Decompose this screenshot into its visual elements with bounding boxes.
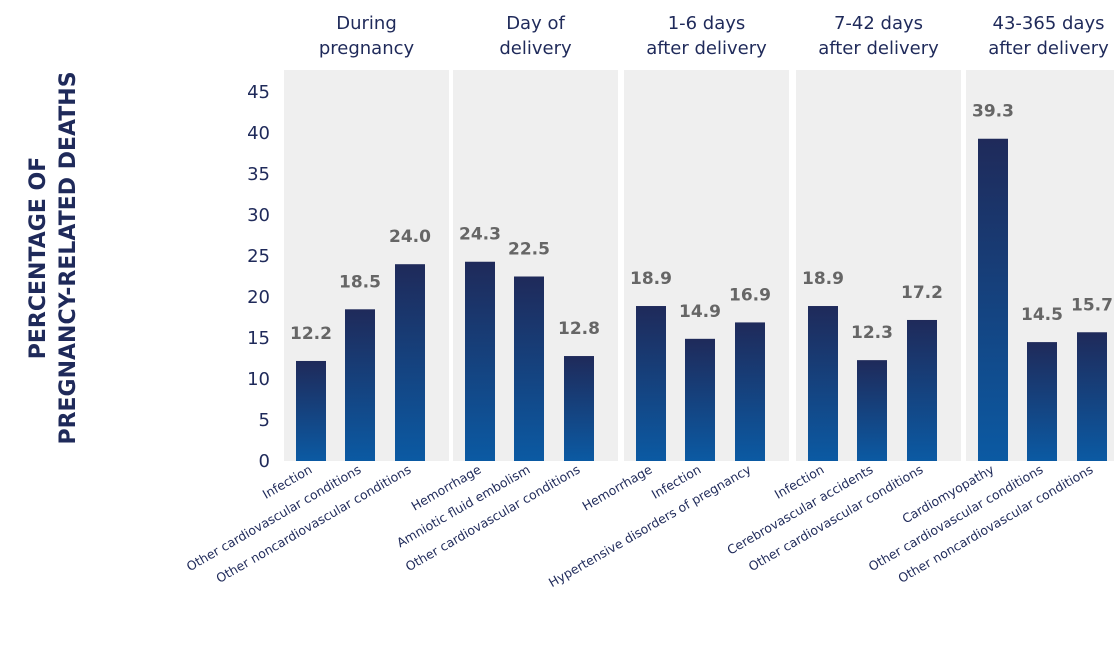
y-tick-label: 20 — [247, 287, 270, 308]
y-tick-label: 40 — [247, 123, 270, 144]
bar — [808, 306, 838, 461]
group-title: Day of — [506, 13, 565, 34]
bar — [465, 261, 495, 461]
bar-value-label: 14.5 — [1021, 305, 1063, 325]
bar — [1027, 342, 1057, 461]
y-tick-label: 0 — [259, 451, 270, 472]
bar-value-label: 22.5 — [508, 240, 550, 260]
y-tick-label: 35 — [247, 164, 270, 185]
bar — [514, 276, 544, 461]
bar — [857, 360, 887, 461]
x-tick-label: Hemorrhage — [579, 461, 654, 513]
bar-value-label: 24.3 — [459, 225, 501, 245]
bar — [636, 306, 666, 461]
y-axis: 0 5 10 15 20 25 30 35 40 45 — [247, 82, 270, 472]
bar-value-label: 15.7 — [1071, 295, 1113, 315]
y-tick-label: 25 — [247, 246, 270, 267]
bar — [1077, 332, 1107, 461]
y-tick-label: 5 — [259, 410, 270, 431]
bar-value-label: 18.5 — [339, 272, 381, 292]
bar — [564, 356, 594, 461]
group-title: 43-365 days — [993, 13, 1105, 34]
bar-value-label: 18.9 — [630, 269, 672, 289]
y-axis-label: PERCENTAGE OF PREGNANCY-RELATED DEATHS — [26, 71, 81, 444]
y-axis-title: PERCENTAGE OF PREGNANCY-RELATED DEATHS — [26, 71, 81, 444]
group-title: During — [336, 13, 397, 34]
y-tick-label: 10 — [247, 369, 270, 390]
x-tick-label: Other noncardiovascular conditions — [895, 462, 1095, 586]
bar-value-label: 14.9 — [679, 302, 721, 322]
group-title: pregnancy — [319, 38, 415, 59]
group-title: after delivery — [646, 38, 767, 59]
bars — [296, 138, 1107, 462]
bar — [345, 309, 375, 461]
group-title: after delivery — [988, 38, 1109, 59]
x-tick-label: Other noncardiovascular conditions — [213, 462, 413, 586]
bar — [907, 319, 937, 461]
bar — [978, 138, 1008, 462]
bar-value-label: 12.3 — [851, 323, 893, 343]
value-labels: 12.2 18.5 24.0 24.3 22.5 12.8 18.9 14.9 16.9 18.9… — [290, 102, 1113, 344]
y-tick-label: 15 — [247, 328, 270, 349]
bar — [685, 338, 715, 461]
bar-value-label: 12.2 — [290, 324, 332, 344]
y-tick-label: 30 — [247, 205, 270, 226]
group-title: 1-6 days — [668, 13, 746, 34]
group-title: delivery — [499, 38, 572, 59]
bar — [296, 360, 326, 461]
group-title: 7-42 days — [834, 13, 923, 34]
x-tick-label: Hypertensive disorders of pregnancy — [546, 461, 754, 590]
y-tick-label: 45 — [247, 82, 270, 103]
bar — [395, 264, 425, 461]
y-axis-title-line: PERCENTAGE OF — [26, 157, 51, 359]
bar — [735, 322, 765, 461]
bar-value-label: 16.9 — [729, 285, 771, 305]
bar-value-label: 24.0 — [389, 227, 431, 247]
bar-value-label: 17.2 — [901, 283, 943, 303]
bar-value-label: 12.8 — [558, 319, 600, 339]
group-titles: During pregnancy Day of delivery 1-6 days aft… — [319, 13, 1109, 59]
bar-value-label: 18.9 — [802, 269, 844, 289]
group-title: after delivery — [818, 38, 939, 59]
bar-value-label: 39.3 — [972, 102, 1014, 122]
y-axis-title-line: PREGNANCY-RELATED DEATHS — [56, 71, 81, 444]
